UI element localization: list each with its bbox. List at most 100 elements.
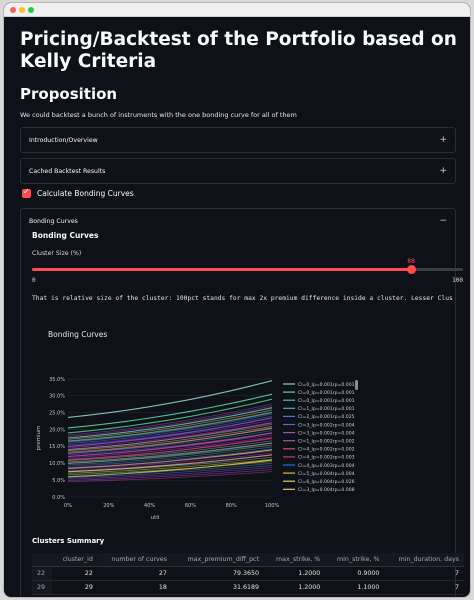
series-line bbox=[67, 409, 273, 440]
series-line bbox=[67, 448, 273, 467]
series-line bbox=[67, 436, 273, 459]
series-line bbox=[67, 412, 273, 442]
series-line bbox=[67, 462, 273, 477]
slider-value: 88 bbox=[407, 258, 415, 265]
checkbox-checked-icon[interactable] bbox=[22, 187, 31, 198]
table-row[interactable]: 22 22 27 79.3650 1.2000 0.9000 7 bbox=[32, 566, 464, 581]
series-line bbox=[67, 438, 273, 460]
column-header[interactable]: number of curves bbox=[97, 553, 172, 567]
table-cell: 27 bbox=[97, 566, 172, 581]
calculate-bonding-curves-checkbox[interactable]: Calculate Bonding Curves bbox=[22, 187, 134, 198]
chart-svg: 0.0% 5.0% 10.0% 15.0% 20.0% 25.0% 30.0% 35.0% 0%… bbox=[36, 377, 355, 521]
column-header[interactable]: max_strike, % bbox=[264, 553, 326, 567]
legend-entry: Cl=5_lp=0.004rp=0.004 bbox=[298, 471, 355, 477]
column-header[interactable]: cluster_id bbox=[52, 553, 98, 567]
maximize-window-icon[interactable] bbox=[28, 7, 34, 13]
legend-entry: Cl=3_lp=0.004rp=0.008 bbox=[298, 487, 355, 493]
y-tick-label: 5.0% bbox=[52, 478, 65, 484]
close-window-icon[interactable] bbox=[10, 7, 16, 13]
series-line bbox=[67, 446, 273, 466]
slider-min-label: 0 bbox=[32, 277, 36, 284]
table-cell: 79.3650 bbox=[171, 566, 264, 581]
x-tick-label: 60% bbox=[185, 503, 196, 509]
expander-bonding-curves: Bonding Curves − bbox=[20, 208, 456, 597]
legend-entry: Cl=6_lp=0.004rp=0.026 bbox=[298, 479, 355, 485]
column-header[interactable]: min_duration, days bbox=[384, 553, 464, 567]
series-line bbox=[67, 454, 273, 471]
series-line bbox=[67, 380, 273, 418]
expander-cached-results[interactable]: Cached Backtest Results + bbox=[20, 158, 456, 184]
cluster-size-slider[interactable]: 88 0 100 bbox=[32, 258, 463, 284]
expander-header[interactable]: Bonding Curves − bbox=[21, 209, 455, 233]
table-cell: 7 bbox=[384, 566, 464, 581]
series-line bbox=[67, 458, 273, 474]
series-line bbox=[67, 432, 273, 456]
legend-scrollbar[interactable] bbox=[355, 380, 358, 390]
series-line bbox=[67, 428, 273, 453]
minus-icon[interactable]: − bbox=[439, 216, 447, 226]
x-tick-label: 100% bbox=[265, 503, 280, 509]
y-tick-label: 25.0% bbox=[49, 411, 65, 417]
x-tick-label: 20% bbox=[103, 503, 114, 509]
x-tick-label: 80% bbox=[226, 503, 237, 509]
x-tick-label: 40% bbox=[144, 503, 155, 509]
expander-label: Introduction/Overview bbox=[29, 136, 98, 144]
series-line bbox=[67, 417, 273, 446]
checkbox-label: Calculate Bonding Curves bbox=[37, 189, 134, 198]
table-cell: 1.2000 bbox=[264, 580, 326, 595]
legend-entry: Cl=2_lp=0.001rp=0.025 bbox=[298, 414, 355, 420]
table-cell: 29 bbox=[52, 580, 98, 595]
y-tick-label: 20.0% bbox=[49, 427, 65, 433]
bonding-curves-chart[interactable]: Bonding Curves 0.0% 5.0% 10.0% 15.0% 20.0% 25… bbox=[32, 322, 372, 527]
series-line bbox=[67, 413, 273, 443]
slider-label: Cluster Size (%) bbox=[32, 250, 82, 257]
series-line bbox=[67, 440, 273, 462]
window-titlebar bbox=[4, 3, 470, 17]
series-line bbox=[67, 469, 273, 481]
plus-icon[interactable]: + bbox=[439, 135, 447, 145]
legend-entry: Cl=0_lp=0.001rp=0.001 bbox=[298, 398, 355, 404]
series-line bbox=[67, 444, 273, 464]
column-header[interactable] bbox=[32, 553, 53, 567]
series-line bbox=[67, 415, 273, 445]
chart-title: Bonding Curves bbox=[48, 330, 108, 339]
series-line bbox=[67, 450, 273, 469]
y-tick-label: 30.0% bbox=[49, 394, 65, 400]
series-line bbox=[67, 471, 273, 483]
table-cell: 1.1000 bbox=[325, 580, 385, 595]
series-line bbox=[67, 456, 273, 473]
expander-label: Cached Backtest Results bbox=[29, 167, 106, 175]
table-cell: 22 bbox=[32, 566, 53, 581]
legend-entry: Cl=1_lp=0.001rp=0.001 bbox=[298, 406, 355, 412]
legend-entry: Cl=1_lp=0.002rp=0.002 bbox=[298, 439, 355, 445]
series-line bbox=[67, 434, 273, 457]
cluster-size-note: That is relative size of the cluster: 10… bbox=[32, 295, 453, 302]
table-row[interactable]: 29 29 18 31.6189 1.2000 1.1000 7 bbox=[32, 580, 464, 595]
legend-entry: Cl=0_lp=0.001rp=0.001 bbox=[298, 382, 355, 388]
minimize-window-icon[interactable] bbox=[19, 7, 25, 13]
legend-entry: Cl=4_lp=0.002rp=0.002 bbox=[298, 447, 355, 453]
column-header[interactable]: max_premium_diff_pct bbox=[171, 553, 264, 567]
bonding-subheader: Bonding Curves bbox=[32, 231, 99, 240]
legend-entry: Cl=0_lp=0.001rp=0.001 bbox=[298, 390, 355, 396]
series-line bbox=[67, 423, 273, 450]
plus-icon[interactable]: + bbox=[439, 166, 447, 176]
y-axis-label: premium bbox=[36, 426, 42, 451]
intro-text: We could backtest a bunch of instruments… bbox=[20, 111, 297, 119]
series-line bbox=[67, 403, 273, 436]
table-cell: 1.2000 bbox=[264, 566, 326, 581]
slider-handle[interactable] bbox=[406, 265, 416, 274]
series-line bbox=[67, 407, 273, 439]
series-line bbox=[67, 430, 273, 454]
section-title: Proposition bbox=[20, 85, 118, 103]
expander-introduction[interactable]: Introduction/Overview + bbox=[20, 127, 456, 153]
app-content: Pricing/Backtest of the Portfolio based … bbox=[4, 17, 470, 597]
column-header[interactable]: min_strike, % bbox=[325, 553, 385, 567]
legend-entry: Cl=3_lp=0.002rp=0.004 bbox=[298, 430, 355, 436]
series-line bbox=[67, 442, 273, 463]
slider-max-label: 100 bbox=[452, 277, 463, 284]
series-line bbox=[67, 460, 273, 476]
expander-header[interactable]: Introduction/Overview + bbox=[21, 128, 455, 152]
expander-header[interactable]: Cached Backtest Results + bbox=[21, 159, 455, 183]
series-line bbox=[67, 419, 273, 447]
